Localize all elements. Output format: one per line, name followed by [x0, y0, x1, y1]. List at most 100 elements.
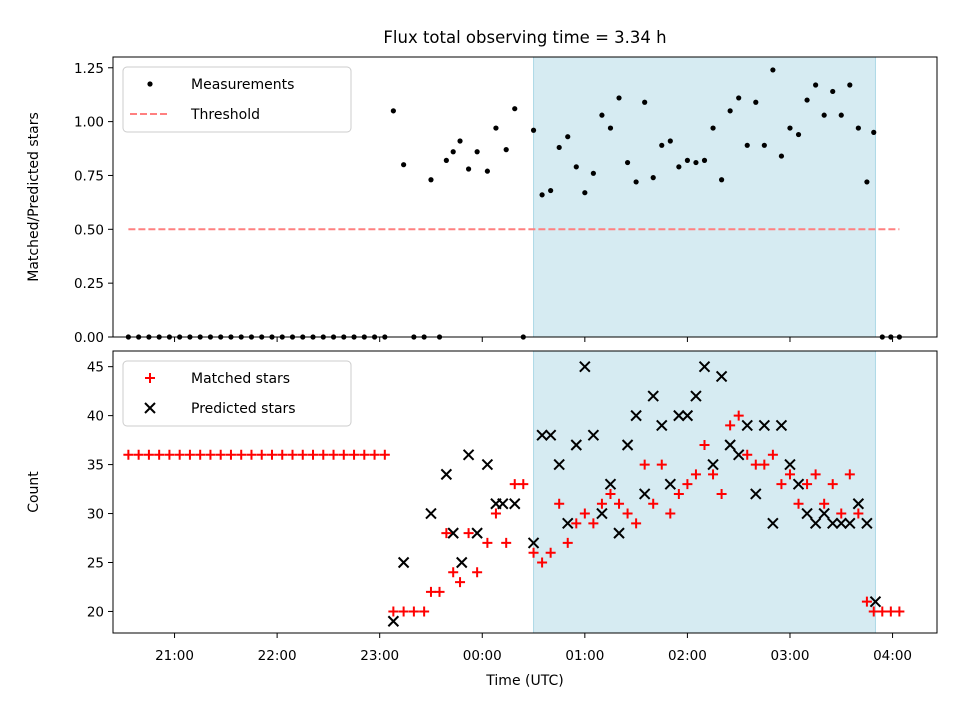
- data-point: [448, 567, 459, 578]
- data-point: [852, 498, 865, 510]
- data-point: [133, 449, 144, 460]
- data-point: [536, 429, 548, 441]
- legend-key: [144, 402, 156, 414]
- legend-label: Matched stars: [191, 371, 290, 387]
- legend-box: [122, 360, 352, 427]
- x-tick-label: 00:00: [463, 648, 502, 664]
- data-point: [681, 409, 694, 422]
- data-point: [844, 517, 856, 530]
- data-point: [631, 518, 642, 529]
- data-point: [154, 449, 165, 460]
- legend-key: [145, 373, 155, 383]
- data-point: [266, 449, 277, 460]
- data-point: [622, 508, 633, 519]
- data-point: [579, 360, 591, 373]
- data-point: [699, 440, 710, 450]
- data-point: [727, 108, 733, 114]
- data-point: [894, 606, 905, 617]
- data-point: [613, 527, 625, 539]
- data-point: [596, 507, 608, 520]
- data-point: [787, 125, 793, 131]
- data-point: [810, 469, 821, 480]
- data-point: [390, 108, 396, 114]
- data-point: [725, 420, 736, 431]
- data-point: [428, 177, 434, 183]
- data-point: [481, 458, 494, 471]
- data-point: [775, 419, 788, 432]
- data-point: [758, 419, 771, 432]
- data-point: [548, 187, 554, 194]
- data-point: [539, 192, 545, 198]
- x-tick-label: 02:00: [668, 648, 707, 664]
- data-point: [607, 125, 614, 131]
- data-point: [819, 498, 830, 509]
- y-tick-label: 0.25: [74, 276, 104, 292]
- data-point: [509, 479, 520, 490]
- data-point: [318, 449, 329, 460]
- data-point: [455, 577, 466, 588]
- data-point: [605, 488, 616, 499]
- data-point: [443, 157, 449, 163]
- data-point: [493, 125, 499, 131]
- y-axis-label: Matched/Predicted stars: [26, 112, 42, 282]
- data-point: [855, 125, 861, 131]
- data-point: [562, 517, 574, 530]
- data-point: [579, 508, 590, 519]
- data-point: [434, 586, 445, 597]
- data-point: [761, 142, 767, 148]
- data-point: [827, 517, 839, 530]
- data-point: [836, 508, 847, 519]
- data-point: [750, 459, 761, 470]
- data-point: [474, 149, 480, 155]
- data-point: [659, 142, 665, 148]
- data-point: [792, 478, 805, 490]
- data-point: [784, 458, 796, 471]
- data-point: [297, 449, 308, 460]
- data-point: [527, 537, 540, 549]
- data-point: [684, 157, 691, 163]
- series-measurements: [125, 67, 902, 340]
- data-point: [776, 479, 787, 490]
- data-point: [804, 97, 810, 103]
- data-point: [818, 507, 830, 520]
- y-tick-label: 45: [87, 360, 104, 376]
- data-point: [123, 449, 134, 460]
- y-tick-label: 40: [87, 409, 104, 425]
- data-point: [793, 498, 804, 509]
- data-point: [338, 449, 349, 460]
- data-point: [587, 429, 600, 441]
- data-point: [456, 556, 468, 569]
- legend-label: Predicted stars: [191, 401, 296, 417]
- y-tick-label: 1.00: [74, 115, 104, 131]
- data-point: [398, 606, 409, 617]
- data-point: [184, 449, 195, 460]
- data-point: [441, 528, 452, 539]
- data-point: [753, 99, 759, 105]
- data-point: [369, 449, 380, 460]
- data-point: [425, 586, 436, 597]
- data-point: [562, 537, 573, 548]
- data-point: [465, 166, 472, 172]
- data-point: [835, 517, 847, 530]
- data-point: [733, 410, 744, 421]
- legend-label: Measurements: [191, 77, 294, 93]
- data-point: [647, 390, 659, 402]
- data-point: [667, 138, 673, 144]
- data-point: [732, 449, 745, 461]
- data-point: [590, 170, 596, 176]
- data-point: [472, 567, 483, 578]
- data-point: [379, 449, 390, 460]
- observing-window-shade: [533, 350, 876, 634]
- data-point: [724, 439, 736, 451]
- data-point: [716, 488, 727, 499]
- data-point: [656, 459, 667, 470]
- y-tick-label: 35: [87, 458, 104, 474]
- data-point: [708, 469, 719, 480]
- data-point: [676, 164, 682, 170]
- data-point: [744, 142, 750, 148]
- data-point: [518, 479, 529, 490]
- data-point: [801, 507, 813, 520]
- data-point: [328, 449, 339, 460]
- data-point: [195, 449, 206, 460]
- data-point: [553, 458, 565, 471]
